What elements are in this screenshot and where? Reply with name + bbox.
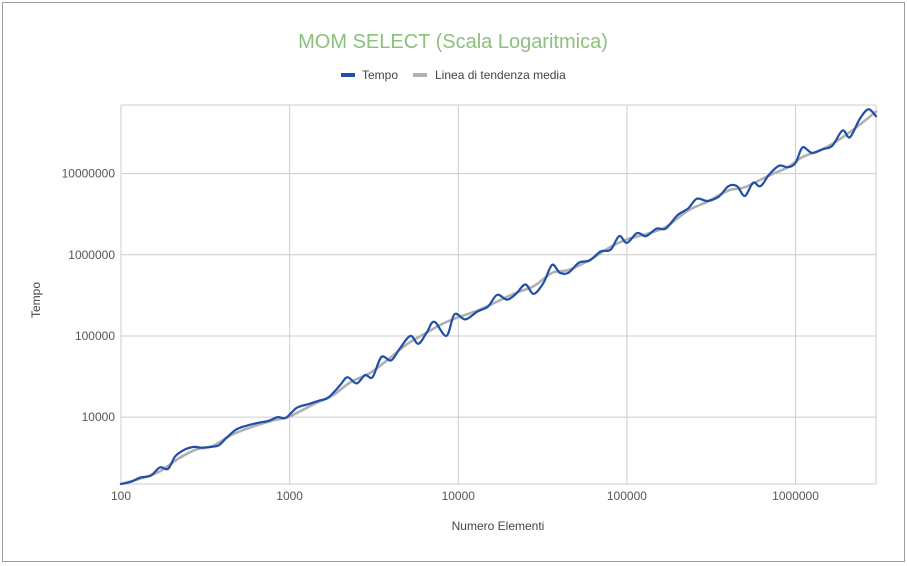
x-tick-label-0: 100 xyxy=(111,489,131,503)
y-tick-label-0: 10000 xyxy=(82,410,116,424)
series-line-tempo xyxy=(119,108,878,486)
x-axis-label: Numero Elementi xyxy=(452,519,545,533)
x-tick-label-2: 10000 xyxy=(442,489,476,503)
series-line-trend xyxy=(119,110,878,486)
legend-swatch-trend xyxy=(413,73,427,77)
chart-title: MOM SELECT (Scala Logaritmica) xyxy=(298,31,608,53)
legend: Tempo Linea di tendenza media xyxy=(341,68,566,82)
legend-label-trend: Linea di tendenza media xyxy=(435,68,566,82)
legend-label-tempo: Tempo xyxy=(362,68,398,82)
x-tick-label-1: 1000 xyxy=(276,489,303,503)
series-lines xyxy=(119,108,878,486)
x-tick-label-3: 100000 xyxy=(607,489,647,503)
gridlines xyxy=(120,104,877,485)
x-tick-label-4: 1000000 xyxy=(772,489,819,503)
x-tick-labels: 100 1000 10000 100000 1000000 xyxy=(111,489,819,503)
y-tick-label-2: 1000000 xyxy=(68,248,115,262)
y-axis-label: Tempo xyxy=(29,282,43,318)
legend-swatch-tempo xyxy=(341,73,355,77)
y-tick-label-3: 10000000 xyxy=(62,167,116,181)
y-tick-label-1: 100000 xyxy=(75,329,115,343)
y-tick-labels: 10000 100000 1000000 10000000 xyxy=(62,167,116,425)
